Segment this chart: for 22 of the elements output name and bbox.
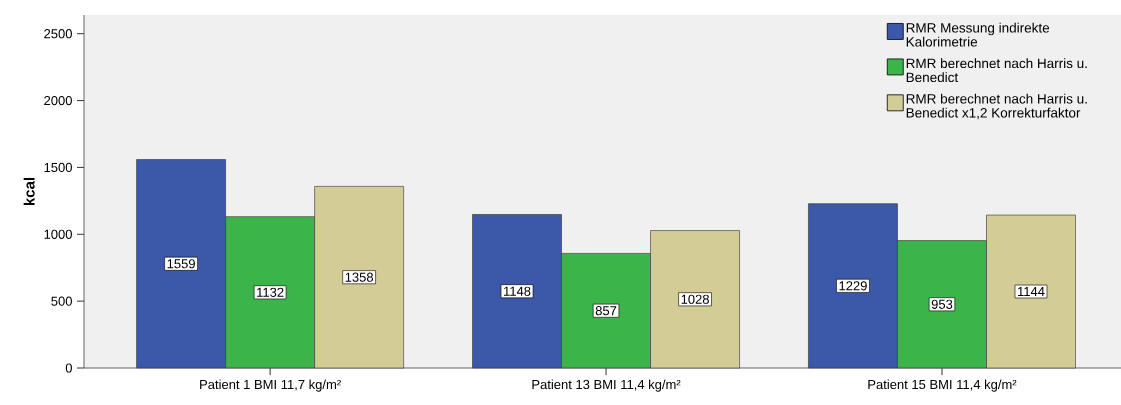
data-label: 1358 [345,272,374,282]
y-tick-label: 2500 [44,29,72,39]
y-tick-label: 1500 [44,162,72,173]
data-label: 953 [931,299,953,309]
data-label: 857 [595,306,617,316]
legend-label: RMR berechnet nach Harris u. Benedict [906,58,1087,83]
x-tick-label: Patient 15 BMI 11,4 kg/m² [868,379,1017,392]
data-label: 1148 [504,286,531,296]
y-tick-label: 1000 [44,229,72,239]
y-tick-label: 2000 [44,95,72,106]
legend-label: RMR berechnet nach Harris u. Benedict x1,2 Korrekturfaktor [906,93,1087,120]
x-tick-label: Patient 13 BMI 11,4 kg/m² [532,379,681,392]
data-label: 1028 [681,294,709,304]
data-label: 1132 [257,287,284,297]
data-label: 1229 [839,281,867,291]
x-tick-label: Patient 1 BMI 11,7 kg/m² [200,379,341,392]
y-tick-label: 500 [51,296,72,306]
data-label: 1144 [1018,287,1045,296]
legend-label: RMR Messung indirekte Kalorimetrie [906,22,1050,47]
y-tick-label: 0 [65,363,72,373]
data-label: 1559 [167,259,195,269]
y-axis-title: kcal [23,177,35,206]
